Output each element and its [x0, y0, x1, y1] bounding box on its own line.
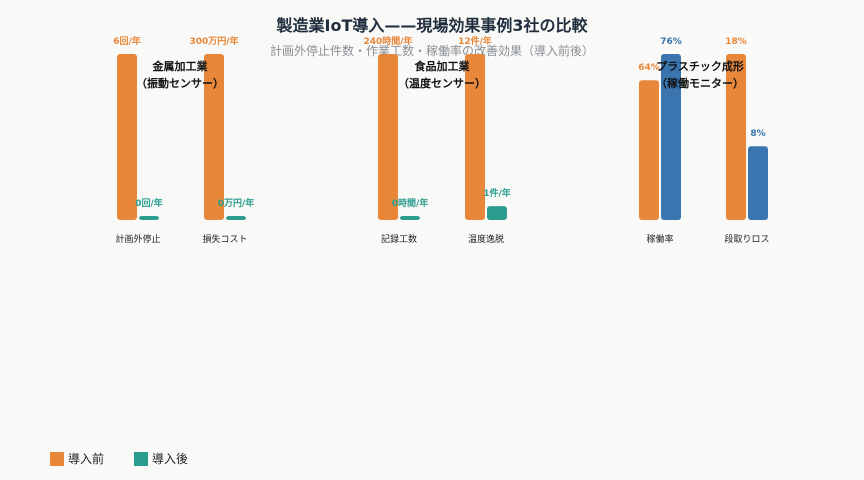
data-label-before: 240時間/年 [363, 35, 412, 47]
legend-label-before: 導入前 [68, 452, 105, 466]
bar-before [117, 54, 137, 220]
bar-before [465, 54, 485, 220]
legend: 導入前 導入後 [50, 450, 188, 467]
category-label: 計画外停止 [115, 233, 160, 245]
legend-swatch-before [50, 451, 64, 466]
group-label: （温度センサー） [398, 76, 486, 90]
data-label-after: 8% [750, 129, 765, 139]
category-label: 温度逸脱 [468, 233, 504, 245]
bar-after [139, 216, 159, 220]
bar-after [226, 216, 246, 220]
group-label: 食品加工業 [415, 59, 471, 73]
chart-title: 製造業IoT導入——現場効果事例3社の比較 [276, 16, 589, 35]
legend-label-after: 導入後 [152, 452, 189, 466]
group-label: （振動センサー） [136, 76, 224, 90]
bar-before [378, 54, 398, 220]
bar-after [487, 206, 507, 220]
data-label-after: 0万円/年 [218, 197, 255, 209]
bar-before [726, 54, 746, 220]
bar-after [748, 146, 768, 220]
data-label-after: 1件/年 [483, 187, 511, 199]
data-label-before: 300万円/年 [189, 35, 238, 47]
category-label: 記録工数 [381, 233, 417, 245]
category-label: 損失コスト [202, 233, 247, 245]
bar-after [400, 216, 420, 220]
legend-swatch-after [134, 451, 149, 466]
data-label-after: 0時間/年 [392, 197, 429, 209]
legend-item-before: 導入前 [50, 450, 104, 467]
category-label: 稼働率 [646, 233, 673, 245]
bar-after [661, 54, 681, 220]
group-label: 金属加工業 [152, 59, 209, 73]
bar-before [204, 54, 224, 220]
data-label-after: 76% [660, 37, 682, 47]
data-label-after: 0回/年 [135, 197, 163, 209]
category-label: 段取りロス [724, 233, 769, 245]
data-label-before: 18% [725, 37, 747, 47]
data-label-before: 12件/年 [458, 35, 492, 47]
legend-item-after: 導入後 [134, 450, 188, 467]
data-label-before: 6回/年 [113, 35, 141, 47]
group-label: プラスチック成形 [656, 59, 744, 73]
data-label-before: 64% [638, 63, 660, 73]
bar-before [639, 80, 659, 220]
chart-subtitle: 計画外停止件数・作業工数・稼働率の改善効果（導入前後） [270, 43, 594, 58]
group-label: （稼働モニター） [656, 76, 744, 90]
